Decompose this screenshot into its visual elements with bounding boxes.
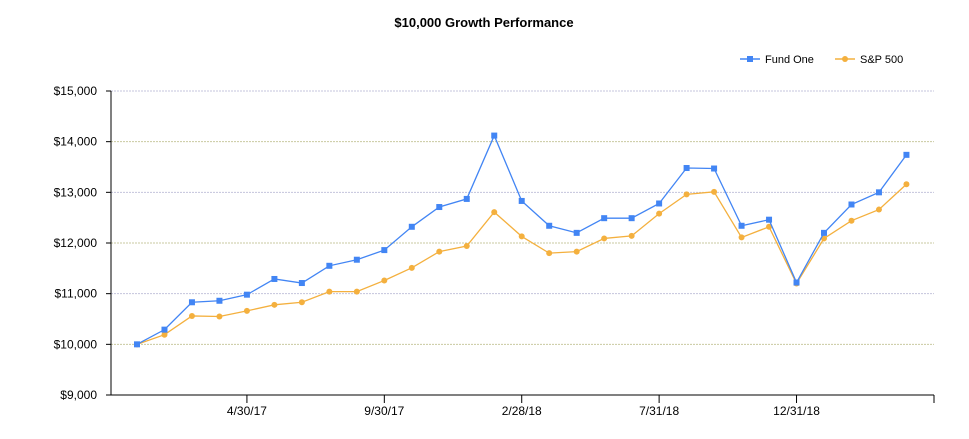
data-point [518, 197, 525, 204]
data-point [518, 233, 525, 240]
data-point [573, 248, 580, 255]
x-tick-label: 12/31/18 [773, 404, 820, 418]
data-point [326, 262, 333, 269]
data-point [601, 215, 608, 222]
legend-marker [747, 56, 753, 62]
data-point [298, 299, 305, 306]
data-point [711, 188, 718, 195]
data-point [161, 331, 168, 338]
series-line-s-p-500 [136, 183, 907, 345]
data-point [601, 235, 608, 242]
data-point [875, 189, 882, 196]
data-point [903, 181, 910, 188]
x-tick-label: 9/30/17 [364, 404, 404, 418]
legend-label: Fund One [765, 54, 814, 66]
data-point [711, 165, 718, 172]
data-point [738, 234, 745, 241]
data-point [298, 280, 305, 287]
chart-title: $10,000 Growth Performance [394, 15, 573, 30]
x-tick-label: 7/31/18 [639, 404, 679, 418]
data-point [134, 341, 140, 348]
y-tick-label: $14,000 [54, 135, 98, 149]
data-point [243, 291, 250, 298]
data-point [216, 313, 223, 320]
data-point [656, 210, 663, 217]
series-line-fund-one [136, 133, 907, 345]
y-tick-label: $10,000 [54, 337, 98, 351]
data-point [436, 204, 443, 211]
data-point [766, 223, 773, 230]
data-point [326, 288, 333, 295]
data-point [821, 235, 827, 242]
data-point [408, 264, 415, 271]
data-point [463, 195, 470, 202]
data-point [463, 243, 470, 250]
data-point [353, 256, 360, 263]
data-point [848, 201, 855, 208]
y-tick-label: $12,000 [54, 236, 98, 250]
data-point [436, 248, 443, 255]
data-point [546, 250, 553, 257]
data-point [656, 200, 663, 207]
data-point [381, 277, 388, 284]
data-point [875, 206, 882, 213]
data-point [683, 165, 690, 172]
data-point [353, 288, 360, 295]
data-point [766, 216, 773, 223]
data-point [628, 215, 635, 222]
data-point [216, 297, 223, 304]
data-point [738, 222, 745, 229]
data-point [408, 223, 415, 230]
y-tick-label: $9,000 [60, 388, 97, 402]
data-point [821, 229, 827, 236]
data-point [161, 326, 168, 333]
legend-label: S&P 500 [860, 54, 903, 66]
data-point [491, 209, 498, 216]
data-point [793, 279, 800, 286]
x-tick-label: 4/30/17 [227, 404, 267, 418]
data-point [491, 132, 498, 139]
data-point [546, 222, 553, 229]
data-point [188, 312, 195, 319]
data-point [381, 247, 388, 254]
x-tick-label: 2/28/18 [502, 404, 542, 418]
legend-marker [842, 56, 848, 62]
data-point [271, 275, 278, 282]
data-point [188, 299, 195, 306]
data-point [903, 151, 910, 158]
data-point [848, 217, 855, 224]
data-point [628, 232, 635, 239]
data-point [243, 307, 250, 314]
y-tick-label: $11,000 [55, 287, 98, 301]
data-point [573, 229, 580, 236]
y-tick-label: $15,000 [54, 84, 98, 98]
y-tick-label: $13,000 [54, 185, 98, 199]
data-point [683, 191, 690, 198]
data-point [271, 301, 278, 308]
